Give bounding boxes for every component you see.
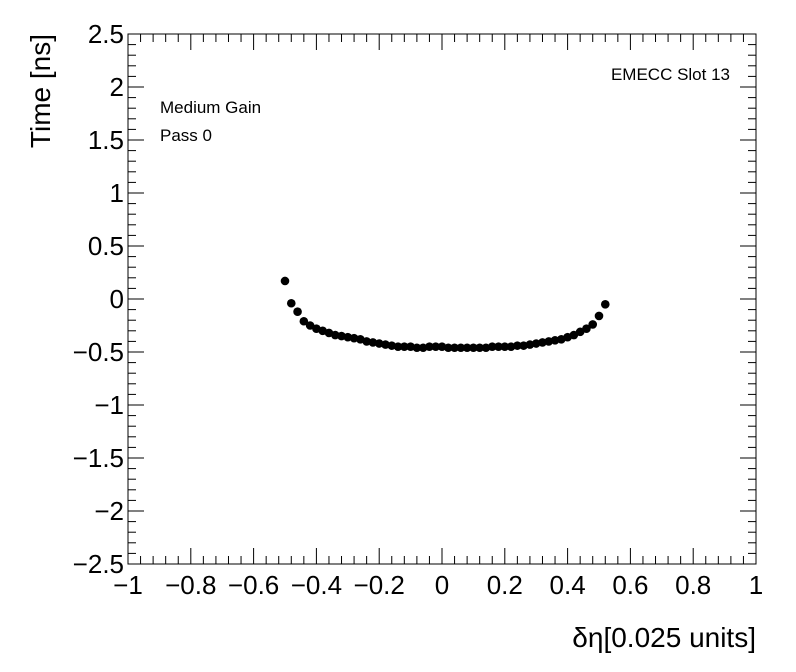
- data-point: [600, 300, 610, 309]
- annotation-pass: Pass 0: [160, 126, 212, 145]
- data-point: [400, 342, 409, 352]
- x-tick-label: −0.2: [354, 570, 405, 600]
- y-tick-label: 0.5: [88, 231, 124, 261]
- x-axis-title: δη[0.025 units]: [572, 622, 756, 653]
- data-point: [588, 320, 598, 329]
- data-point: [513, 341, 522, 350]
- data-point: [475, 343, 484, 353]
- data-point: [450, 343, 459, 353]
- x-tick-label: 1: [749, 570, 763, 600]
- x-tick-label: 0.8: [675, 570, 711, 600]
- y-tick-labels: −2.5 −2 −1.5 −1 −0.5 0 0.5 1 1.5 2 2.5: [73, 19, 124, 579]
- data-points: [280, 276, 610, 353]
- data-point: [582, 324, 591, 333]
- axis-ticks: [127, 33, 757, 565]
- y-tick-label: −2.5: [73, 549, 124, 579]
- x-tick-label: −0.6: [228, 570, 279, 600]
- data-point: [299, 316, 309, 326]
- data-point: [469, 343, 478, 353]
- y-tick-label: 1: [110, 178, 124, 208]
- x-tick-label: 0.2: [487, 570, 523, 600]
- y-tick-label: −1: [94, 390, 124, 420]
- x-tick-label: 0: [435, 570, 449, 600]
- x-tick-label: −0.4: [291, 570, 342, 600]
- y-axis-title: Time [ns]: [25, 34, 56, 148]
- data-point: [500, 342, 510, 352]
- annotation-slot: EMECC Slot 13: [611, 65, 730, 84]
- data-point: [431, 342, 441, 352]
- y-tick-label: 2.5: [88, 19, 124, 49]
- y-tick-label: −2: [94, 496, 124, 526]
- data-point: [494, 342, 503, 352]
- x-tick-label: −1: [113, 570, 143, 600]
- x-tick-label: 0.4: [550, 570, 586, 600]
- data-point: [456, 343, 466, 353]
- y-tick-label: −1.5: [73, 443, 124, 473]
- x-tick-labels: −1 −0.8 −0.6 −0.4 −0.2 0 0.2 0.4 0.6 0.8 1: [113, 570, 763, 600]
- data-point: [293, 307, 302, 317]
- data-point: [286, 298, 296, 308]
- data-point: [280, 276, 290, 286]
- x-tick-label: 0.6: [612, 570, 648, 600]
- data-point: [425, 342, 434, 352]
- annotation-gain: Medium Gain: [160, 98, 261, 117]
- data-point: [462, 343, 472, 353]
- data-point: [594, 311, 604, 321]
- x-tick-label: −0.8: [165, 570, 216, 600]
- y-tick-label: 0: [110, 284, 124, 314]
- data-point: [412, 343, 422, 353]
- y-tick-label: 2: [110, 72, 124, 102]
- data-point: [487, 342, 497, 352]
- data-point: [393, 342, 403, 352]
- y-tick-label: −0.5: [73, 337, 124, 367]
- y-tick-label: 1.5: [88, 125, 124, 155]
- data-point: [443, 343, 453, 353]
